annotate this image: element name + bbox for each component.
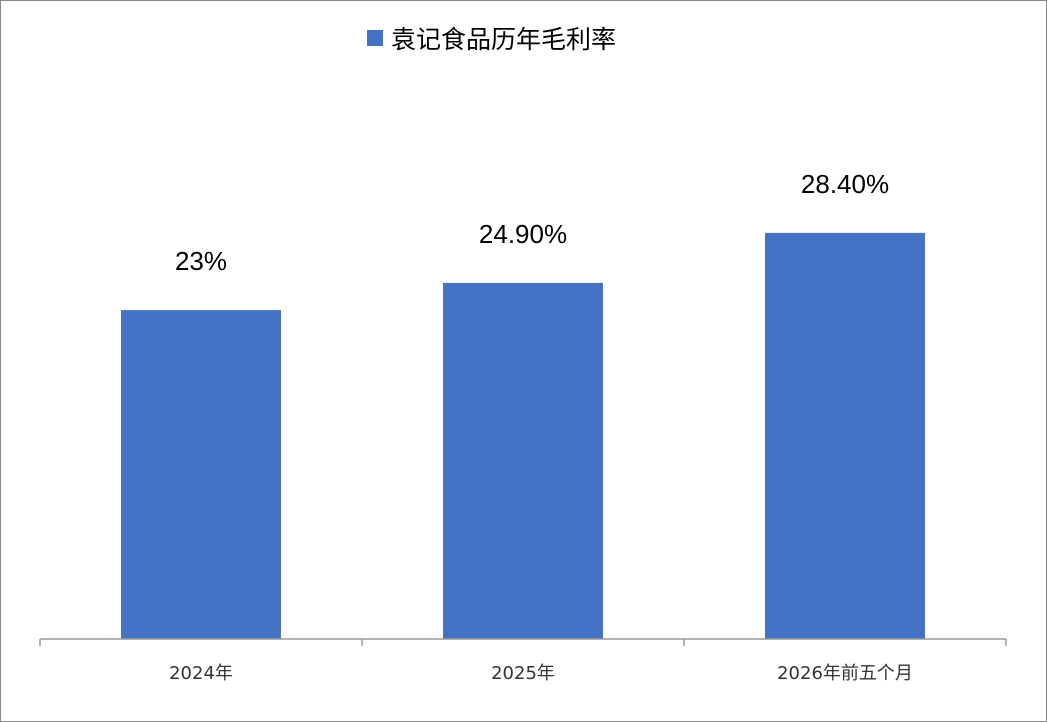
data-label: 23%: [175, 246, 227, 276]
bar: [121, 310, 281, 639]
x-axis-ticks: [39, 639, 1007, 646]
legend-swatch: [367, 30, 383, 46]
legend-label: 袁记食品历年毛利率: [391, 25, 616, 54]
x-tick-label: 2024年: [169, 663, 233, 684]
x-tick-label: 2025年: [491, 663, 555, 684]
x-axis-tick-labels: 2024年 2025年 2026年前五个月: [169, 663, 913, 684]
data-label: 28.40%: [801, 169, 889, 199]
data-labels-group: 23% 24.90% 28.40%: [175, 169, 889, 276]
bar: [443, 282, 603, 639]
data-label: 24.90%: [479, 219, 567, 249]
bar: [765, 232, 925, 639]
legend: 袁记食品历年毛利率: [367, 25, 616, 54]
bars-group: [121, 232, 925, 639]
x-tick-label: 2026年前五个月: [777, 663, 913, 684]
